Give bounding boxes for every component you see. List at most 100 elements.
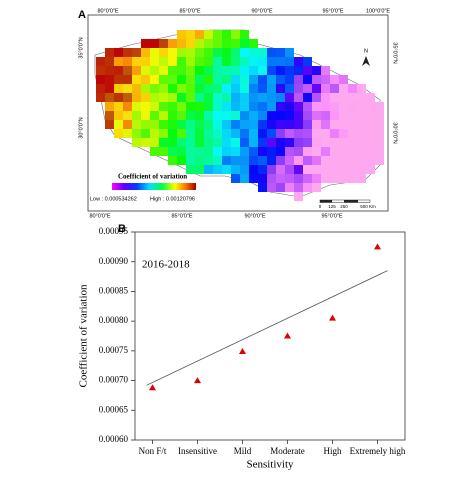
map-cell	[114, 120, 123, 129]
map-cell	[213, 120, 222, 129]
map-cell	[312, 138, 321, 147]
map-cell	[258, 48, 267, 57]
map-cell	[276, 111, 285, 120]
map-cell	[195, 48, 204, 57]
map-cell	[222, 165, 231, 174]
map-cell	[312, 129, 321, 138]
map-cell	[321, 165, 330, 174]
map-cell	[168, 102, 177, 111]
map-cell	[249, 138, 258, 147]
map-cell	[159, 66, 168, 75]
map-cell	[330, 84, 339, 93]
map-cell	[330, 75, 339, 84]
map-cell	[231, 120, 240, 129]
map-cell	[213, 75, 222, 84]
map-cell	[123, 57, 132, 66]
map-cell	[330, 102, 339, 111]
map-cell	[366, 165, 375, 174]
map-cell	[321, 75, 330, 84]
map-cell	[285, 57, 294, 66]
map-cell	[357, 174, 366, 183]
map-cell	[123, 66, 132, 75]
map-cell	[294, 57, 303, 66]
map-cell	[240, 156, 249, 165]
map-cell	[276, 174, 285, 183]
map-cell	[276, 93, 285, 102]
map-cell	[204, 66, 213, 75]
map-cell	[285, 75, 294, 84]
map-cell	[177, 129, 186, 138]
map-cell	[312, 93, 321, 102]
map-cell	[366, 138, 375, 147]
map-cell	[348, 111, 357, 120]
panel-label: A	[78, 9, 86, 21]
y-axis-label: Coefficient of variation	[78, 284, 90, 388]
map-cell	[186, 30, 195, 39]
map-cell	[159, 93, 168, 102]
map-cell	[330, 174, 339, 183]
map-cell	[186, 57, 195, 66]
lon-label: 100°0'0"E	[366, 8, 390, 14]
x-axis-label: Sensitivity	[246, 459, 294, 471]
map-cell	[303, 66, 312, 75]
map-cell	[141, 138, 150, 147]
map-cell	[213, 129, 222, 138]
map-cell	[231, 102, 240, 111]
map-cell	[339, 75, 348, 84]
lat-label: 30°0'0"N	[78, 117, 84, 138]
map-cell	[213, 165, 222, 174]
map-cell	[168, 138, 177, 147]
map-cell	[258, 156, 267, 165]
map-cell	[150, 39, 159, 48]
map-cell	[267, 102, 276, 111]
map-cell	[231, 147, 240, 156]
map-cell	[321, 102, 330, 111]
map-cell	[240, 93, 249, 102]
map-cell	[240, 129, 249, 138]
map-cell	[231, 93, 240, 102]
map-cell	[312, 102, 321, 111]
map-cell	[132, 138, 141, 147]
map-cell	[294, 192, 303, 201]
map-cell	[195, 129, 204, 138]
map-cell	[276, 147, 285, 156]
map-cell	[285, 138, 294, 147]
map-cell	[141, 57, 150, 66]
map-cell	[105, 66, 114, 75]
map-cell	[195, 30, 204, 39]
map-cell	[141, 93, 150, 102]
map-cell	[366, 111, 375, 120]
map-cell	[276, 120, 285, 129]
map-cell	[366, 156, 375, 165]
map-cell	[312, 111, 321, 120]
map-cell	[222, 66, 231, 75]
map-cell	[177, 84, 186, 93]
point	[374, 243, 381, 250]
lon-label: 95°0'0"E	[322, 8, 343, 14]
map-cell	[195, 84, 204, 93]
map-cell	[150, 84, 159, 93]
map-cell	[213, 102, 222, 111]
map-cell	[294, 156, 303, 165]
map-cell	[285, 111, 294, 120]
map-cell	[348, 156, 357, 165]
scale-bar	[319, 199, 371, 203]
map-cell	[150, 138, 159, 147]
x-tick-label: Extremely high	[350, 446, 406, 456]
map-cell	[132, 129, 141, 138]
map-cell	[204, 102, 213, 111]
map-cell	[276, 57, 285, 66]
map-cell	[141, 120, 150, 129]
point	[329, 314, 336, 321]
map-cell	[240, 147, 249, 156]
map-cell	[222, 147, 231, 156]
map-cell	[204, 165, 213, 174]
map-cell	[258, 120, 267, 129]
map-cell	[348, 84, 357, 93]
map-cell	[330, 129, 339, 138]
map-cell	[204, 30, 213, 39]
map-cell	[231, 39, 240, 48]
map-cell	[330, 165, 339, 174]
map-cell	[303, 93, 312, 102]
map-cell	[240, 138, 249, 147]
